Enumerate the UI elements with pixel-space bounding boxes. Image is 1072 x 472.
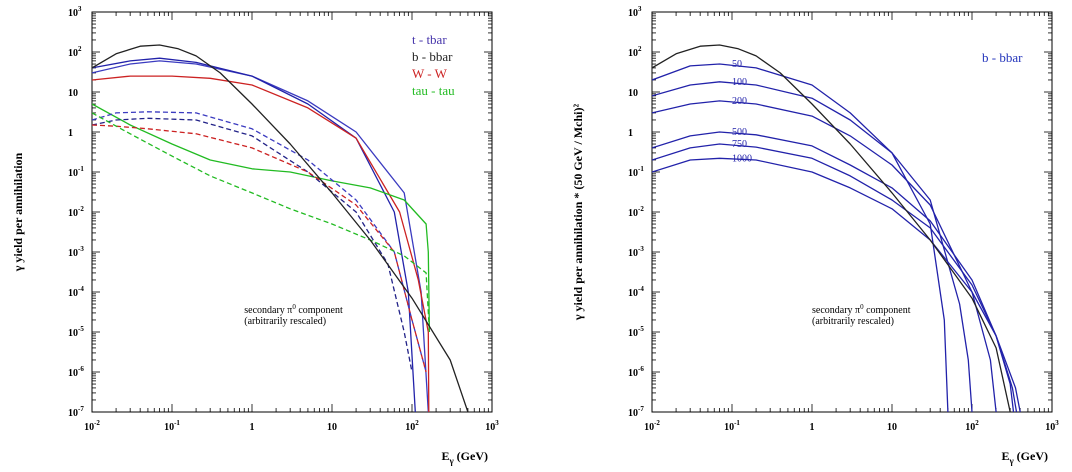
- annotation-line-2: (arbitrarily rescaled): [244, 316, 326, 327]
- x-tick-label: 103: [485, 419, 499, 433]
- series-line-50: [652, 63, 949, 412]
- x-tick-label: 103: [1045, 419, 1059, 433]
- x-tick-label: 10: [887, 422, 897, 433]
- y-tick-label: 103: [628, 5, 642, 19]
- y-axis-label: γ yield per annihilation: [11, 152, 25, 272]
- legend-entry: tau - tau: [412, 83, 455, 98]
- y-axis-label: γ yield per annihilation * (50 GeV / Mch…: [571, 104, 585, 322]
- legend-entry: t - tbar: [412, 32, 447, 47]
- series-line-t-tbar-dashed: [92, 111, 427, 373]
- plot-frame: [651, 11, 1053, 413]
- y-tick-label: 10-5: [68, 325, 84, 339]
- y-tick-label: 10-1: [68, 165, 84, 179]
- x-tick-label: 10-2: [84, 419, 100, 433]
- x-tick-label: 102: [405, 419, 419, 433]
- series-line-100: [652, 81, 973, 412]
- series-line-tau-tau: [92, 103, 431, 333]
- legend-entry: W - W: [412, 66, 448, 81]
- y-tick-label: 102: [68, 45, 82, 59]
- series-line--0-component: [92, 44, 469, 412]
- y-tick-label: 10: [68, 88, 78, 99]
- y-tick-label: 10-7: [628, 405, 644, 419]
- axis-ticks: [91, 12, 492, 413]
- mass-label: 50: [732, 59, 742, 70]
- y-tick-label: 10-6: [68, 365, 84, 379]
- series-line-t-tbar: [92, 60, 429, 412]
- y-tick-label: 10: [628, 88, 638, 99]
- mass-label: 100: [732, 77, 747, 88]
- right-chart-panel: 10-2 10-1 1 10 102 10310310210110-110-210-310…: [571, 5, 1059, 466]
- y-tick-label: 10-1: [628, 165, 644, 179]
- series-line-b-bbar-dashed: [92, 117, 413, 373]
- x-tick-label: 1: [250, 422, 255, 433]
- x-axis-label: Eγ (GeV): [1001, 449, 1048, 466]
- y-tick-label: 10-3: [68, 245, 84, 259]
- annotation-line-1: secondary π0 component: [812, 303, 911, 316]
- series-line--0-component: [652, 44, 1011, 412]
- series-line-500: [652, 131, 1015, 412]
- y-tick-label: 10-2: [628, 205, 644, 219]
- mass-label: 500: [732, 127, 747, 138]
- annotation-line-2: (arbitrarily rescaled): [812, 316, 894, 327]
- series-line-tau-tau-dashed: [92, 112, 431, 333]
- y-tick-label: 10-2: [68, 205, 84, 219]
- series-line-b-bbar: [92, 57, 416, 412]
- series-line-750: [652, 143, 1018, 412]
- x-tick-label: 10: [327, 422, 337, 433]
- y-tick-label: 1: [628, 128, 633, 139]
- y-tick-label: 10-4: [628, 285, 644, 299]
- series-group: [652, 44, 1021, 412]
- mass-label: 200: [732, 96, 747, 107]
- x-tick-label: 102: [965, 419, 979, 433]
- x-tick-label: 10-1: [164, 419, 180, 433]
- y-tick-label: 102: [628, 45, 642, 59]
- channel-label: b - bbar: [982, 50, 1023, 65]
- series-line-w-w: [92, 75, 430, 412]
- axis-ticks: [651, 12, 1052, 413]
- legend-entry: b - bbar: [412, 49, 453, 64]
- y-tick-label: 103: [68, 5, 82, 19]
- series-group: [92, 44, 469, 412]
- x-tick-label: 10-1: [724, 419, 740, 433]
- mass-label: 1000: [732, 153, 752, 164]
- series-line-1000: [652, 157, 1021, 412]
- y-tick-label: 10-3: [628, 245, 644, 259]
- left-chart-panel: 10-2 10-1 1 10 102 10310310210110-110-210-310…: [11, 5, 499, 466]
- x-axis-label: Eγ (GeV): [441, 449, 488, 466]
- y-tick-label: 10-7: [68, 405, 84, 419]
- x-tick-label: 10-2: [644, 419, 660, 433]
- y-tick-label: 10-6: [628, 365, 644, 379]
- annotation-line-1: secondary π0 component: [244, 303, 343, 316]
- x-tick-label: 1: [810, 422, 815, 433]
- y-tick-label: 10-5: [628, 325, 644, 339]
- series-line-200: [652, 100, 997, 412]
- y-tick-label: 1: [68, 128, 73, 139]
- y-tick-label: 10-4: [68, 285, 84, 299]
- mass-label: 750: [732, 139, 747, 150]
